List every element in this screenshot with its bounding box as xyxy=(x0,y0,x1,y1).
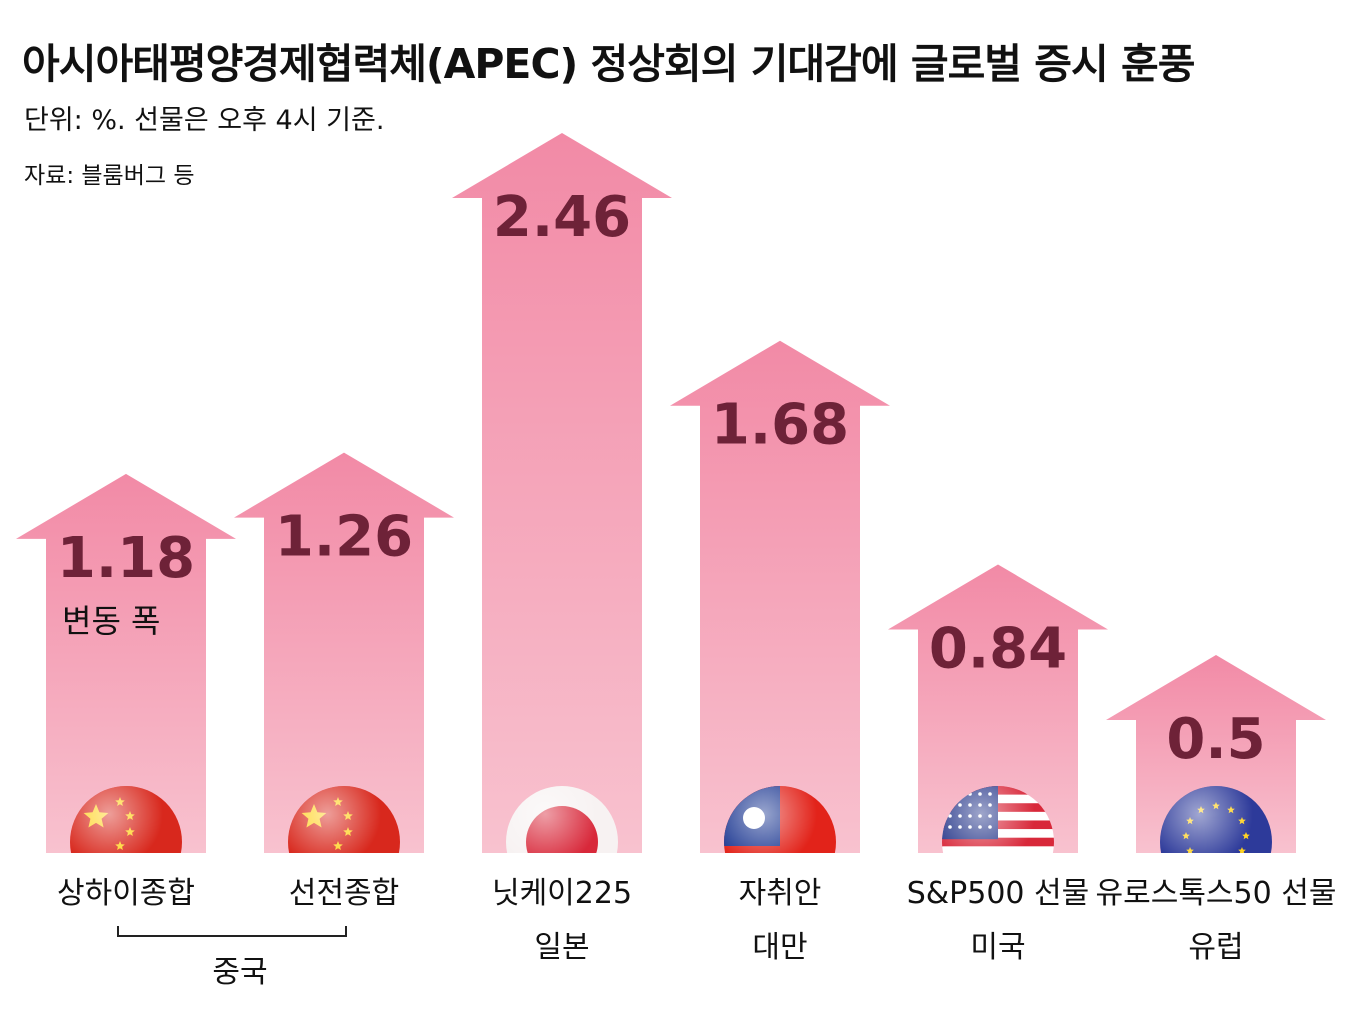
region-label: 대만 xyxy=(752,930,807,965)
star-icon xyxy=(1227,858,1235,865)
chart-source: 자료: 블룸버그 등 xyxy=(24,163,195,189)
category-label: 자취안 xyxy=(739,876,822,911)
chart-title: 아시아태평양경제협력체(APEC) 정상회의 기대감에 글로벌 증시 훈풍 xyxy=(22,40,1195,88)
value-label: 0.5 xyxy=(1166,707,1265,772)
bar-arrow xyxy=(1106,655,1326,853)
value-label: 1.26 xyxy=(275,505,413,570)
group-label: 중국 xyxy=(212,955,267,990)
bar-arrow xyxy=(234,452,454,853)
category-label: 닛케이225 xyxy=(492,876,632,911)
value-label: 1.18 xyxy=(57,526,195,591)
group-bracket xyxy=(117,926,347,937)
labels-layer: 1.18 상하이종합 1.26 선전종합 2.46 닛케이225 1.68 자취안 0.84 S&… xyxy=(57,185,1337,990)
japan-flag-icon xyxy=(506,786,618,853)
category-label: 유로스톡스50 선물 xyxy=(1096,876,1337,911)
category-label: S&P500 선물 xyxy=(907,876,1090,911)
axis-annotation: 변동 폭 xyxy=(62,602,161,640)
value-label: 2.46 xyxy=(493,185,631,250)
flags-layer xyxy=(70,786,1272,869)
arrows-layer xyxy=(16,133,1326,853)
region-label: 유럽 xyxy=(1188,930,1243,965)
star-icon xyxy=(1197,858,1205,865)
region-label: 미국 xyxy=(970,930,1025,965)
value-label: 1.68 xyxy=(711,393,849,458)
value-label: 0.84 xyxy=(929,616,1067,681)
usa-flag-icon xyxy=(942,786,1054,853)
bar-arrow xyxy=(452,133,672,853)
star-icon xyxy=(1212,862,1220,869)
bar-arrow xyxy=(16,473,236,853)
bar-arrow xyxy=(670,340,890,853)
category-label: 선전종합 xyxy=(289,876,399,911)
bar-arrow xyxy=(888,564,1108,853)
region-label: 일본 xyxy=(534,930,589,965)
chart-subtitle: 단위: %. 선물은 오후 4시 기준. xyxy=(24,105,385,136)
category-label: 상하이종합 xyxy=(57,876,195,911)
